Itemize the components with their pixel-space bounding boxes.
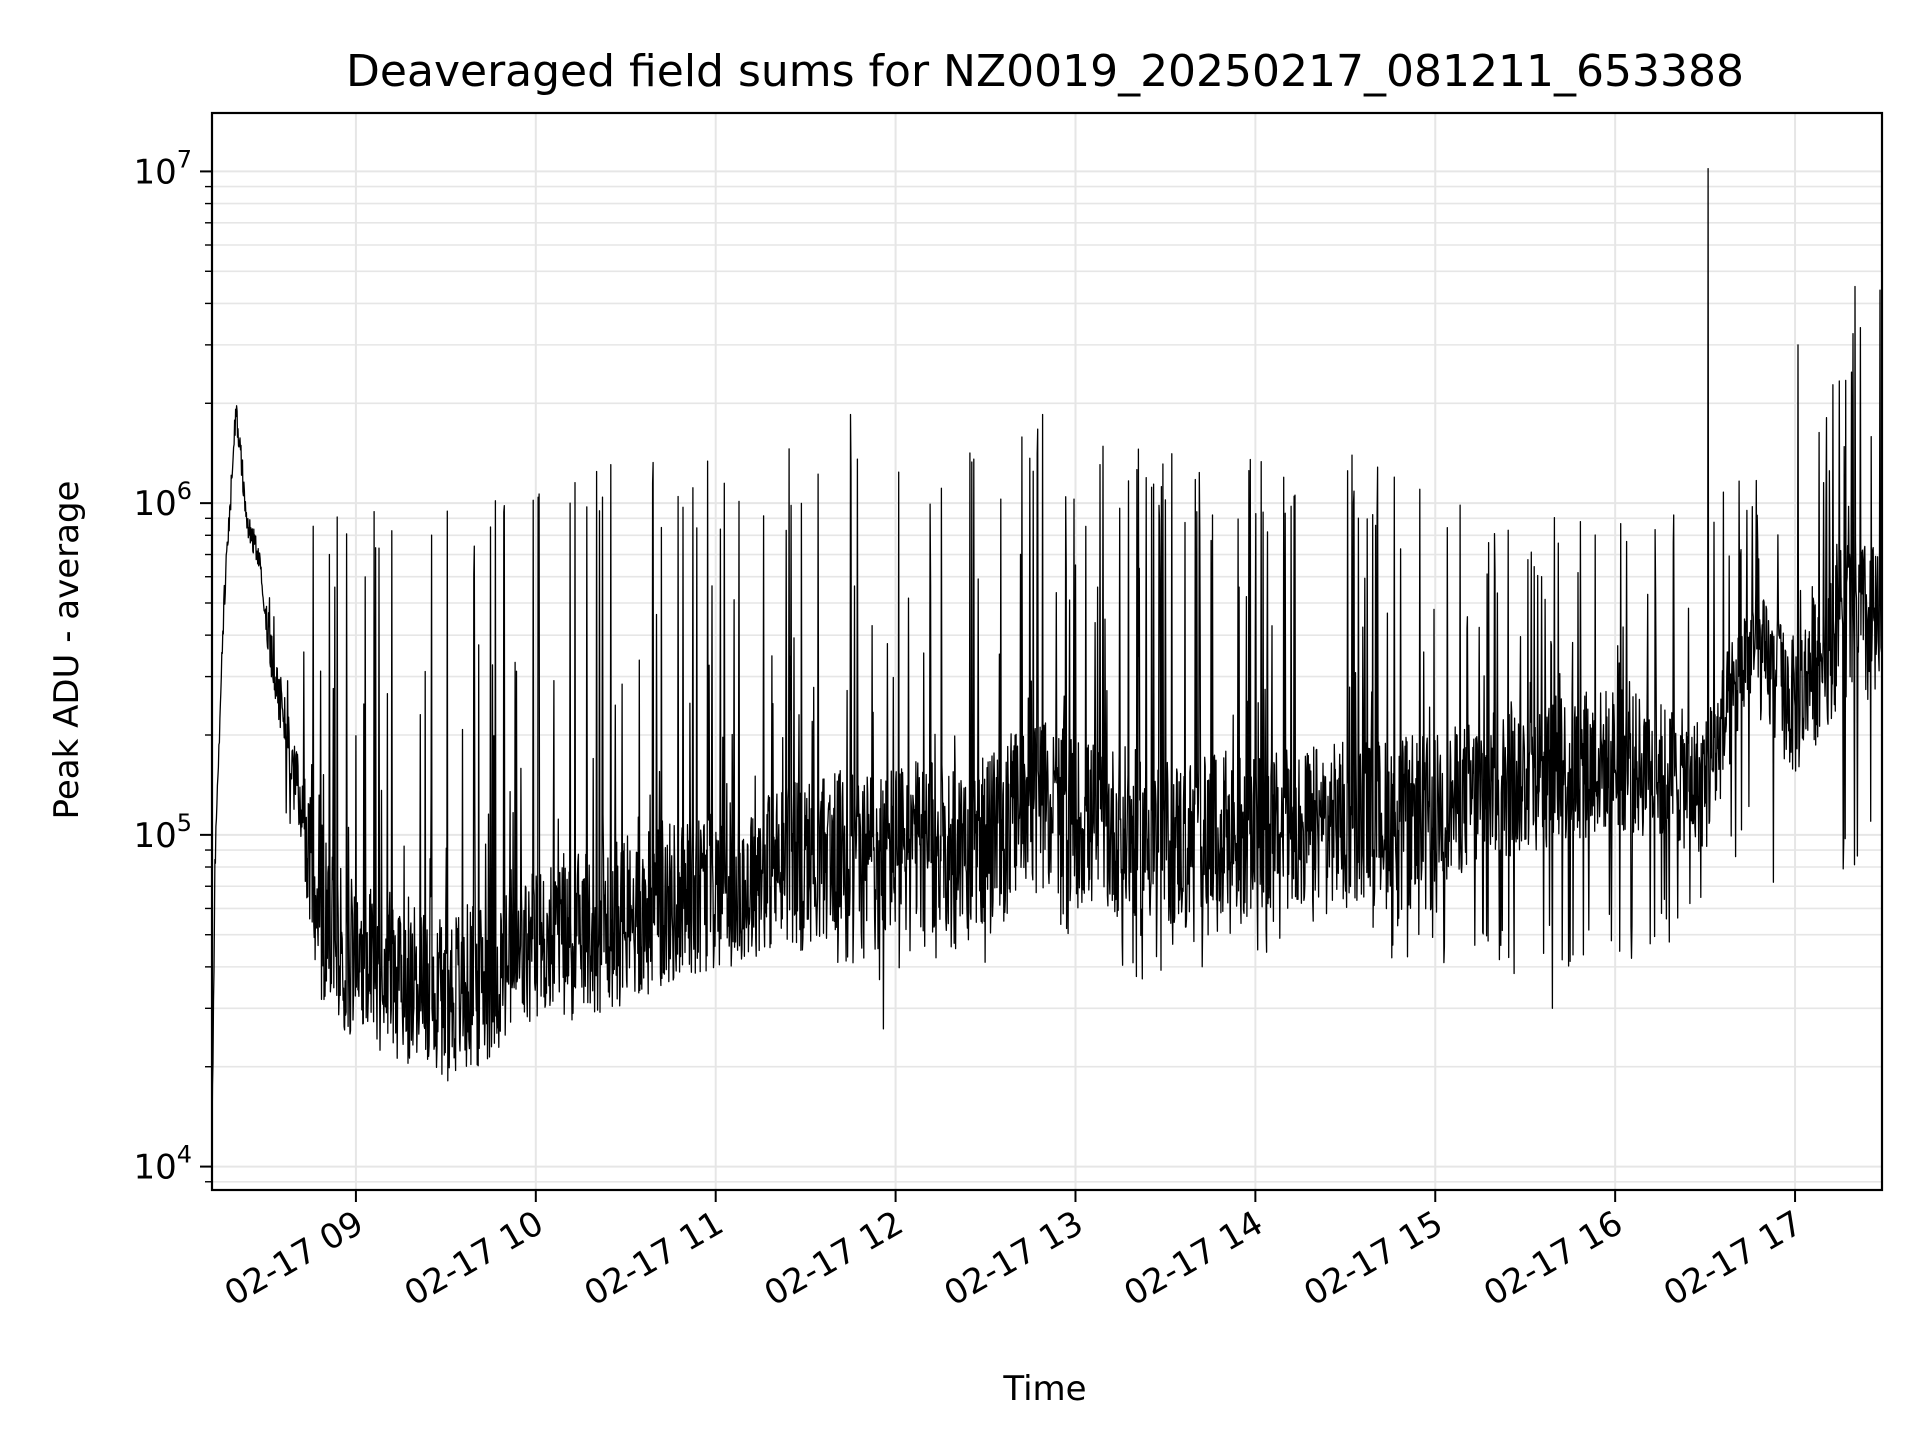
series-path bbox=[211, 167, 1883, 1141]
y-tick-label: 106 bbox=[133, 477, 192, 524]
chart-title: Deaveraged field sums for NZ0019_2025021… bbox=[346, 46, 1744, 97]
plot-frame bbox=[210, 111, 1884, 1192]
y-axis-label: Peak ADU - average bbox=[47, 481, 87, 820]
y-tick-label: 104 bbox=[133, 1141, 192, 1188]
series-line bbox=[211, 167, 1883, 1141]
x-axis-label: Time bbox=[1002, 1369, 1086, 1409]
y-axis: 104 105 106 107 bbox=[133, 145, 212, 1188]
y-tick-label: 105 bbox=[133, 809, 192, 856]
y-tick-label: 107 bbox=[133, 145, 192, 192]
